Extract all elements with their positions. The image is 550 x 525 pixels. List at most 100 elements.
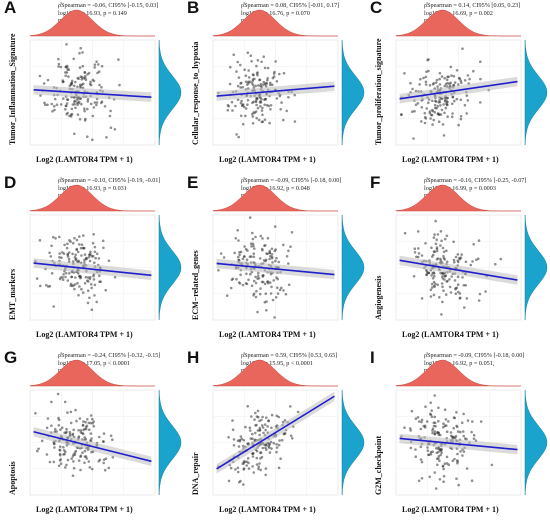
- stats-line1: ρ̂Spearman = -0.09, CI95% [-0.18, 0.00]: [241, 177, 342, 184]
- data-point: [247, 278, 250, 282]
- data-point: [403, 72, 406, 75]
- data-point: [113, 275, 117, 279]
- data-point: [260, 60, 263, 64]
- data-point: [57, 65, 60, 68]
- data-point: [84, 455, 88, 458]
- data-point: [241, 444, 245, 448]
- data-point: [72, 84, 76, 88]
- data-point: [226, 103, 230, 107]
- data-point: [431, 123, 434, 126]
- data-point: [58, 256, 61, 259]
- panel-letter: C: [370, 0, 383, 17]
- data-point: [232, 444, 236, 447]
- data-point: [102, 461, 105, 465]
- data-point: [73, 255, 77, 259]
- stats-line2: log10(S) = 16.76, p = 0.070: [241, 9, 310, 17]
- data-point: [258, 428, 262, 432]
- data-point: [432, 253, 435, 257]
- data-point: [244, 114, 247, 118]
- data-point: [269, 108, 272, 111]
- data-point: [256, 429, 260, 432]
- data-point: [432, 250, 436, 253]
- data-point: [81, 432, 85, 436]
- panel-letter: F: [370, 173, 381, 192]
- data-point: [258, 419, 261, 423]
- data-point: [59, 276, 63, 279]
- data-point: [251, 432, 254, 436]
- panel-letter: G: [4, 348, 18, 367]
- data-point: [238, 251, 241, 254]
- data-point: [80, 83, 84, 87]
- data-point: [433, 275, 436, 278]
- data-point: [72, 460, 75, 463]
- data-point: [282, 118, 285, 122]
- data-point: [254, 99, 258, 103]
- data-point: [461, 276, 464, 279]
- data-point: [431, 450, 434, 453]
- scatter-plot: [29, 359, 182, 496]
- data-point: [443, 237, 447, 241]
- data-point: [443, 462, 447, 465]
- data-point: [246, 51, 250, 54]
- data-point: [432, 421, 436, 424]
- data-point: [61, 278, 65, 281]
- data-point: [88, 253, 92, 257]
- data-point: [58, 445, 62, 448]
- data-point: [434, 81, 438, 84]
- data-point: [478, 292, 482, 296]
- y-density-curve: [158, 39, 182, 146]
- data-point: [237, 76, 241, 79]
- data-point: [433, 233, 436, 236]
- stats-line1: ρ̂Spearman = -0.16, CI95% [-0.25, -0.07]: [424, 177, 527, 184]
- data-point: [494, 262, 497, 266]
- data-point: [433, 394, 436, 397]
- data-point: [439, 453, 442, 457]
- data-point: [97, 63, 100, 66]
- data-point: [38, 74, 42, 78]
- data-point: [70, 107, 74, 111]
- data-point: [63, 452, 66, 456]
- data-point: [229, 286, 233, 290]
- data-point: [264, 446, 267, 450]
- data-point: [250, 415, 253, 418]
- stats-line1: ρ̂Spearman = 0.59, CI95% [0.53, 0.65]: [241, 352, 338, 359]
- data-point: [260, 247, 264, 251]
- data-point: [465, 297, 469, 300]
- data-point: [469, 263, 473, 267]
- data-point: [65, 463, 68, 467]
- data-point: [83, 436, 86, 439]
- data-point: [251, 78, 255, 81]
- data-point: [432, 424, 436, 428]
- data-point: [431, 427, 435, 430]
- data-point: [77, 293, 80, 297]
- data-point: [449, 431, 453, 434]
- data-point: [459, 79, 463, 82]
- data-point: [250, 245, 253, 248]
- data-point: [490, 463, 494, 467]
- data-point: [53, 446, 56, 449]
- data-point: [249, 242, 253, 245]
- data-point: [92, 106, 96, 109]
- data-point: [276, 277, 279, 281]
- data-point: [231, 419, 234, 422]
- y-density-curve: [524, 214, 548, 321]
- data-point: [85, 457, 89, 460]
- data-point: [254, 431, 257, 435]
- data-point: [64, 104, 68, 108]
- data-point: [258, 433, 261, 437]
- data-point: [459, 117, 463, 121]
- data-point: [237, 255, 240, 259]
- data-point: [100, 86, 103, 89]
- data-point: [91, 241, 95, 245]
- scatter-plot: [29, 9, 182, 146]
- data-point: [445, 103, 449, 106]
- data-point: [79, 454, 83, 457]
- data-point: [453, 279, 457, 282]
- data-point: [430, 286, 434, 289]
- data-point: [57, 57, 60, 61]
- data-point: [43, 101, 46, 105]
- data-point: [66, 98, 70, 101]
- data-point: [236, 229, 239, 232]
- data-point: [97, 459, 101, 463]
- data-point: [53, 104, 56, 108]
